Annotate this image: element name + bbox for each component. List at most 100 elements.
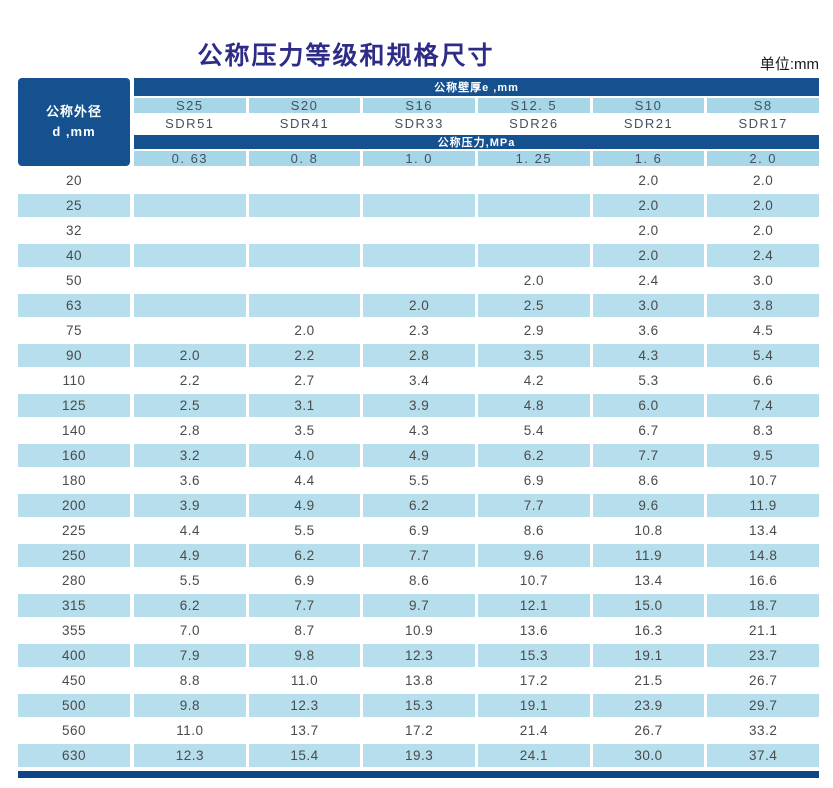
value-cell: 2.8: [179, 423, 200, 438]
value-cell: 16.3: [634, 623, 663, 638]
value-cell: [134, 219, 246, 242]
value-cell: 4.4: [179, 523, 200, 538]
sdr-row: SDR51 SDR41 SDR33 SDR26 SDR21 SDR17: [134, 113, 820, 133]
value-cell: 17.2: [519, 673, 548, 688]
diameter-cell: 160: [18, 444, 130, 467]
corner-label-line1: 公称外径: [45, 103, 102, 119]
bottom-bar: [18, 771, 819, 778]
value-cell: 6.9: [409, 523, 430, 538]
sdr-cell: SDR51: [134, 113, 246, 133]
value-cell: 3.6: [638, 323, 659, 338]
page-title: 公称压力等级和规格尺寸: [197, 42, 495, 70]
table-corner-header: 公称外径 d ,mm: [18, 78, 130, 166]
diameter-cell: 450: [61, 673, 87, 688]
series-cell: S10: [592, 98, 705, 113]
diameter-cell: 90: [18, 344, 130, 367]
table-row: 225 4.4 5.5 6.9 8.6 10.8 13.4: [18, 518, 819, 543]
pressure-banner: 公称压力,MPa: [134, 135, 819, 149]
pressure-cell: 0. 63: [134, 151, 246, 166]
value-cell: 4.5: [753, 323, 774, 338]
value-cell: 2.0: [592, 194, 705, 217]
value-cell: 2.0: [363, 294, 476, 317]
value-cell: [363, 269, 475, 292]
value-cell: 2.0: [523, 273, 544, 288]
diameter-cell: 355: [61, 623, 87, 638]
value-cell: 29.7: [707, 694, 820, 717]
value-cell: 2.0: [638, 173, 659, 188]
value-cell: 19.1: [478, 694, 590, 717]
value-cell: 19.3: [363, 744, 476, 767]
table-row: 40 2.0 2.4: [18, 243, 820, 268]
value-cell: 5.4: [523, 423, 544, 438]
value-cell: 8.6: [409, 573, 430, 588]
value-cell: 3.6: [179, 473, 200, 488]
table-row: 630 12.3 15.4 19.3 24.1 30.0 37.4: [18, 743, 820, 768]
value-cell: [249, 219, 361, 242]
pressure-cell: 1. 6: [592, 151, 705, 166]
value-cell: 13.4: [634, 573, 663, 588]
table-row: 160 3.2 4.0 4.9 6.2 7.7 9.5: [18, 443, 820, 468]
value-cell: [248, 244, 361, 267]
value-cell: 4.4: [294, 473, 315, 488]
value-cell: [248, 194, 361, 217]
table-row: 32 2.0 2.0: [18, 218, 819, 243]
value-cell: 6.0: [592, 394, 705, 417]
table-row: 125 2.5 3.1 3.9 4.8 6.0 7.4: [18, 393, 820, 418]
sdr-cell: SDR21: [592, 113, 705, 133]
value-cell: [478, 244, 590, 267]
value-cell: 5.4: [707, 344, 820, 367]
diameter-cell: 20: [65, 173, 83, 188]
value-cell: 4.9: [248, 494, 361, 517]
series-cell: S16: [363, 98, 476, 113]
value-cell: 6.6: [753, 373, 774, 388]
pressure-cell: 0. 8: [248, 151, 361, 166]
pressure-cell: 2. 0: [707, 151, 820, 166]
value-cell: 2.9: [523, 323, 544, 338]
value-cell: 3.8: [707, 294, 820, 317]
value-cell: [134, 319, 246, 342]
value-cell: 18.7: [707, 594, 820, 617]
value-cell: 11.0: [176, 723, 204, 738]
value-cell: [134, 294, 246, 317]
header-columns: 公称壁厚e ,mm S25 S20 S16 S12. 5 S10 S8 SDR5…: [134, 78, 820, 166]
table-row: 280 5.5 6.9 8.6 10.7 13.4 16.6: [18, 568, 819, 593]
table-row: 50 2.0 2.4 3.0: [18, 268, 819, 293]
value-cell: 6.9: [523, 473, 544, 488]
value-cell: 3.5: [294, 423, 315, 438]
value-cell: 26.7: [749, 673, 778, 688]
value-cell: 11.9: [707, 494, 820, 517]
value-cell: 21.1: [749, 623, 778, 638]
value-cell: 8.6: [638, 473, 659, 488]
diameter-cell: 140: [61, 423, 87, 438]
value-cell: 4.0: [248, 444, 361, 467]
series-cell: S20: [248, 98, 361, 113]
diameter-cell: 560: [61, 723, 87, 738]
diameter-cell: 40: [18, 244, 130, 267]
value-cell: [363, 244, 476, 267]
diameter-cell: 25: [18, 194, 130, 217]
value-cell: [134, 169, 246, 192]
value-cell: 12.3: [363, 644, 476, 667]
value-cell: 6.9: [294, 573, 315, 588]
diameter-cell: 32: [65, 223, 83, 238]
value-cell: 2.5: [478, 294, 590, 317]
value-cell: 8.3: [753, 423, 774, 438]
value-cell: 7.7: [592, 444, 705, 467]
series-row: S25 S20 S16 S12. 5 S10 S8: [134, 98, 820, 113]
value-cell: 15.3: [363, 694, 476, 717]
value-cell: 13.7: [290, 723, 319, 738]
value-cell: 8.8: [179, 673, 200, 688]
value-cell: 9.6: [478, 544, 590, 567]
value-cell: 13.4: [749, 523, 778, 538]
value-cell: 9.8: [134, 694, 246, 717]
value-cell: 2.5: [134, 394, 246, 417]
value-cell: 6.2: [478, 444, 590, 467]
table-row: 75 2.0 2.3 2.9 3.6 4.5: [18, 318, 819, 343]
table-row: 400 7.9 9.8 12.3 15.3 19.1 23.7: [18, 643, 820, 668]
pressure-cell: 1. 0: [363, 151, 476, 166]
value-cell: 14.8: [707, 544, 820, 567]
value-cell: 2.4: [638, 273, 659, 288]
value-cell: 2.2: [179, 373, 200, 388]
value-cell: 4.8: [478, 394, 590, 417]
diameter-cell: 50: [65, 273, 83, 288]
